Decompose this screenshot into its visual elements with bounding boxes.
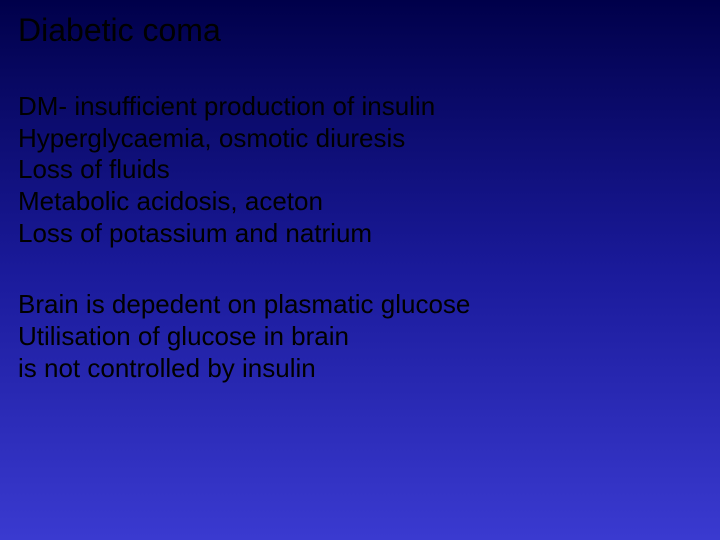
text-line: Brain is depedent on plasmatic glucose [18, 289, 702, 321]
text-line: is not controlled by insulin [18, 353, 702, 385]
slide-title: Diabetic coma [18, 12, 702, 49]
content-block-1: DM- insufficient production of insulin H… [18, 91, 702, 250]
slide: Diabetic coma DM- insufficient productio… [0, 0, 720, 540]
text-line: Loss of fluids [18, 154, 702, 186]
text-line: Utilisation of glucose in brain [18, 321, 702, 353]
content-block-2: Brain is depedent on plasmatic glucose U… [18, 289, 702, 384]
text-line: DM- insufficient production of insulin [18, 91, 702, 123]
text-line: Hyperglycaemia, osmotic diuresis [18, 123, 702, 155]
text-line: Loss of potassium and natrium [18, 218, 702, 250]
text-line: Metabolic acidosis, aceton [18, 186, 702, 218]
